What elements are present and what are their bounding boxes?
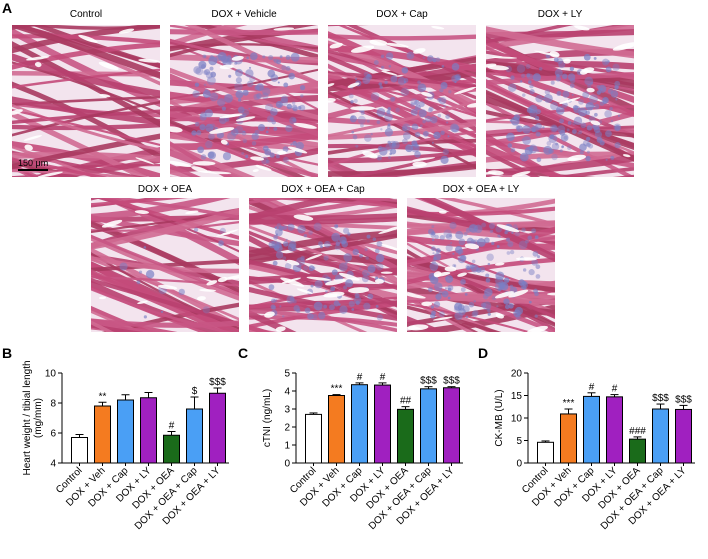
scale-bar-line <box>18 169 48 171</box>
chart-d-bar <box>629 438 646 464</box>
image-title-dox-oea-cap: DOX + OEA + Cap <box>281 184 365 195</box>
image-title-dox-oea: DOX + OEA <box>137 184 193 195</box>
chart-b-ytick-label: 4 <box>50 459 56 470</box>
chart-c-bar <box>305 413 322 464</box>
histology-image-control <box>12 25 160 177</box>
image-title-dox-ly: DOX + LY <box>537 9 583 20</box>
histology-image-dox-oea-cap <box>249 198 397 332</box>
histology-image-dox-cap <box>328 25 476 177</box>
chart-c-ytick-label: 0 <box>284 459 290 470</box>
chart-b-bar <box>163 434 180 464</box>
chart-c-ytick-label: 2 <box>284 423 290 434</box>
chart-b-ytick-label: 8 <box>50 399 56 410</box>
image-title-dox-oea-ly: DOX + OEA + LY <box>442 184 520 195</box>
chart-c-significance-label: # <box>357 372 363 383</box>
chart-c-ytick-label: 1 <box>284 441 290 452</box>
chart-c-significance-label: # <box>380 372 386 383</box>
chart-c-ytick-label: 3 <box>284 405 290 416</box>
chart-b-ytick-label: 10 <box>45 369 57 380</box>
chart-c-ylabel: cTNI (ng/mL) <box>262 389 273 447</box>
chart-c-bar <box>351 384 368 464</box>
histology-image-dox-oea <box>91 198 239 332</box>
chart-c-bar <box>328 395 345 464</box>
chart-b-bar <box>117 399 134 464</box>
image-title-control: Control <box>69 9 103 20</box>
scale-bar: 150 μm <box>18 158 48 171</box>
chart-c-significance-label: $$$ <box>420 376 437 387</box>
chart-d-bar <box>675 408 692 464</box>
chart-d-ytick-label: 20 <box>511 369 523 380</box>
chart-b-significance-label: # <box>169 421 175 432</box>
chart-b-bar <box>94 405 111 464</box>
chart-d-ytick-label: 10 <box>511 414 523 425</box>
chart-c-significance-label: ## <box>400 396 412 407</box>
chart-d-significance-label: *** <box>563 398 575 409</box>
chart-b-ylabel: Heart weight / tibial length(mg/mm) <box>22 360 44 475</box>
chart-d-bar <box>537 441 554 464</box>
chart-d-ylabel: CK-MB (U/L) <box>494 389 505 446</box>
chart-c-ytick-label: 5 <box>284 369 290 380</box>
chart-c-significance-label: *** <box>331 384 343 395</box>
chart-d-ytick-label: 0 <box>516 459 522 470</box>
chart-d-significance-label: # <box>589 382 595 393</box>
chart-b-bar <box>209 392 226 464</box>
chart-b-bar <box>71 437 88 464</box>
chart-d-bar <box>606 396 623 464</box>
chart-d-bar <box>652 408 669 464</box>
chart-d-significance-label: $$$ <box>652 393 669 404</box>
chart-c-bar <box>374 384 391 464</box>
chart-b-bar <box>140 397 157 464</box>
panel-b-letter: B <box>2 345 13 361</box>
chart-d-bar <box>583 395 600 464</box>
image-title-dox-cap: DOX + Cap <box>376 9 428 20</box>
chart-d-significance-label: # <box>612 384 618 395</box>
chart-b-significance-label: $ <box>192 386 198 397</box>
chart-c-bar <box>397 408 414 464</box>
chart-d-ytick-label: 15 <box>511 391 523 402</box>
panel-d-letter: D <box>478 345 489 361</box>
panel-a-letter: A <box>2 0 13 16</box>
chart-c-bar <box>443 387 460 464</box>
chart-d-significance-label: ### <box>629 426 646 437</box>
chart-b-ytick-label: 6 <box>50 429 56 440</box>
chart-c-bar <box>420 388 437 464</box>
histology-image-dox-ly <box>486 25 634 177</box>
chart-b-significance-label: ** <box>99 391 107 402</box>
chart-b-bar <box>186 408 203 464</box>
chart-b-significance-label: $$$ <box>209 377 226 388</box>
chart-c-ytick-label: 4 <box>284 387 290 398</box>
chart-c-significance-label: $$$ <box>443 376 460 387</box>
histology-image-dox-vehicle <box>170 25 318 177</box>
scale-bar-label: 150 μm <box>18 158 49 168</box>
chart-d-significance-label: $$$ <box>675 394 692 405</box>
chart-d-ytick-label: 5 <box>516 436 522 447</box>
chart-d-bar <box>560 413 577 464</box>
histology-image-dox-oea-ly <box>407 198 555 332</box>
image-title-dox-vehicle: DOX + Vehicle <box>211 9 277 20</box>
panel-c-letter: C <box>238 345 249 361</box>
